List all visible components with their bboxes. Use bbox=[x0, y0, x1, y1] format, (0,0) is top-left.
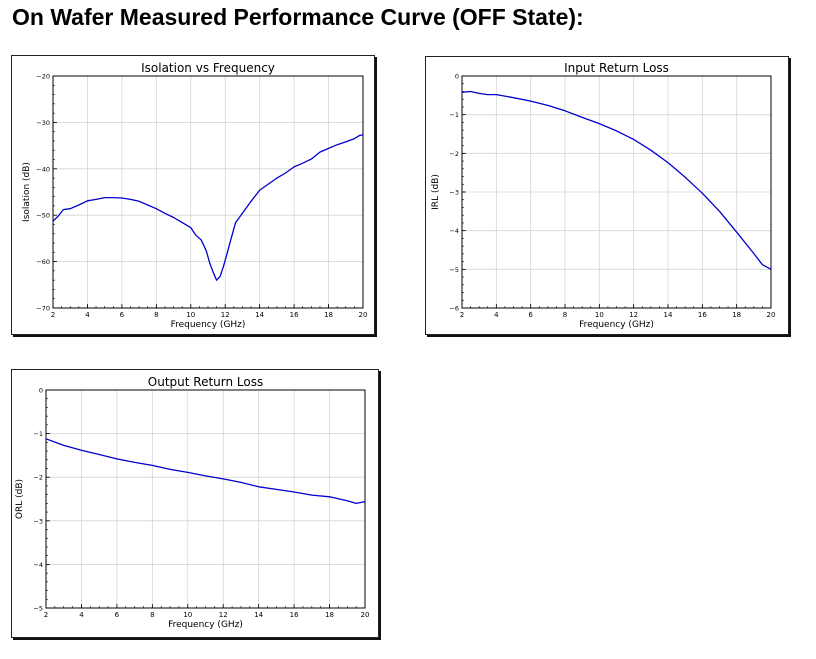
y-axis-label: ORL (dB) bbox=[15, 479, 25, 519]
y-tick-label: −3 bbox=[33, 517, 43, 525]
x-tick-label: 2 bbox=[44, 611, 48, 619]
x-tick-label: 14 bbox=[254, 611, 263, 619]
x-tick-label: 12 bbox=[221, 311, 230, 319]
x-tick-label: 10 bbox=[186, 311, 195, 319]
x-axis-label: Frequency (GHz) bbox=[168, 620, 243, 630]
x-axis-label: Frequency (GHz) bbox=[579, 320, 654, 330]
y-tick-label: −5 bbox=[449, 266, 459, 274]
y-tick-label: −1 bbox=[449, 111, 459, 119]
x-tick-label: 2 bbox=[460, 311, 464, 319]
x-tick-label: 6 bbox=[115, 611, 120, 619]
x-tick-label: 20 bbox=[359, 311, 368, 319]
x-tick-label: 16 bbox=[290, 611, 299, 619]
axes-frame bbox=[45, 389, 366, 609]
x-tick-label: 10 bbox=[595, 311, 604, 319]
orl-series-line bbox=[45, 438, 366, 505]
y-tick-label: −2 bbox=[33, 474, 43, 482]
x-tick-label: 4 bbox=[494, 311, 499, 319]
x-tick-label: 14 bbox=[255, 311, 264, 319]
y-tick-label: −50 bbox=[36, 212, 50, 220]
x-tick-label: 2 bbox=[51, 311, 55, 319]
orl-svg: 2 4 6 8 10 12 14 16 18 20 −5 −4 −3 −2 −1 0 Output Return… bbox=[15, 375, 370, 630]
isolation-series-line bbox=[52, 134, 364, 281]
y-tick-label: −30 bbox=[36, 119, 50, 127]
x-tick-label: 16 bbox=[290, 311, 299, 319]
irl-svg: 2 4 6 8 10 12 14 16 18 20 −6 −5 −4 −3 −2 −1 0 Input Retur… bbox=[431, 61, 776, 330]
y-tick-label: −1 bbox=[33, 430, 43, 438]
y-tick-label: −5 bbox=[33, 605, 43, 613]
y-axis-label: IRL (dB) bbox=[431, 174, 441, 210]
x-tick-label: 4 bbox=[79, 611, 84, 619]
isolation-svg: 2 4 6 8 10 12 14 16 18 20 −70 −60 −50 −40 −30 −20 Isolat… bbox=[22, 61, 368, 330]
x-tick-label: 20 bbox=[767, 311, 776, 319]
y-tick-label: −60 bbox=[36, 258, 50, 266]
irl-series-line bbox=[461, 90, 772, 270]
x-tick-label: 6 bbox=[528, 311, 533, 319]
y-tick-label: −70 bbox=[36, 305, 50, 313]
output-return-loss-chart: 2 4 6 8 10 12 14 16 18 20 −5 −4 −3 −2 −1 0 Output Return… bbox=[11, 369, 379, 638]
y-tick-label: −4 bbox=[449, 227, 459, 235]
x-tick-label: 10 bbox=[183, 611, 192, 619]
chart-title: Input Return Loss bbox=[564, 61, 669, 75]
page-title: On Wafer Measured Performance Curve (OFF… bbox=[12, 4, 584, 30]
x-tick-label: 20 bbox=[361, 611, 370, 619]
plot-area bbox=[53, 76, 363, 308]
x-tick-label: 18 bbox=[325, 611, 334, 619]
x-tick-label: 8 bbox=[563, 311, 567, 319]
y-tick-label: −4 bbox=[33, 561, 43, 569]
y-tick-label: −40 bbox=[36, 165, 50, 173]
x-tick-label: 18 bbox=[732, 311, 741, 319]
x-axis-label: Frequency (GHz) bbox=[171, 320, 246, 330]
y-tick-label: −6 bbox=[449, 305, 459, 313]
x-tick-label: 8 bbox=[150, 611, 154, 619]
x-tick-label: 6 bbox=[120, 311, 125, 319]
isolation-chart: 2 4 6 8 10 12 14 16 18 20 −70 −60 −50 −40 −30 −20 Isolat… bbox=[11, 55, 375, 335]
plot-area bbox=[46, 390, 365, 608]
y-tick-label: −20 bbox=[36, 73, 50, 81]
x-tick-label: 18 bbox=[324, 311, 333, 319]
chart-title: Isolation vs Frequency bbox=[141, 61, 275, 75]
chart-title: Output Return Loss bbox=[148, 375, 263, 389]
y-tick-label: 0 bbox=[39, 387, 43, 395]
x-tick-label: 14 bbox=[664, 311, 673, 319]
x-tick-label: 12 bbox=[629, 311, 638, 319]
axes-frame bbox=[52, 75, 364, 309]
x-tick-label: 8 bbox=[154, 311, 158, 319]
x-tick-label: 4 bbox=[85, 311, 90, 319]
y-tick-label: −3 bbox=[449, 189, 459, 197]
x-tick-label: 12 bbox=[219, 611, 228, 619]
x-tick-label: 16 bbox=[698, 311, 707, 319]
y-tick-label: 0 bbox=[455, 73, 459, 81]
y-tick-label: −2 bbox=[449, 150, 459, 158]
y-axis-label: Isolation (dB) bbox=[22, 162, 32, 222]
input-return-loss-chart: 2 4 6 8 10 12 14 16 18 20 −6 −5 −4 −3 −2 −1 0 Input Retur… bbox=[425, 56, 789, 335]
